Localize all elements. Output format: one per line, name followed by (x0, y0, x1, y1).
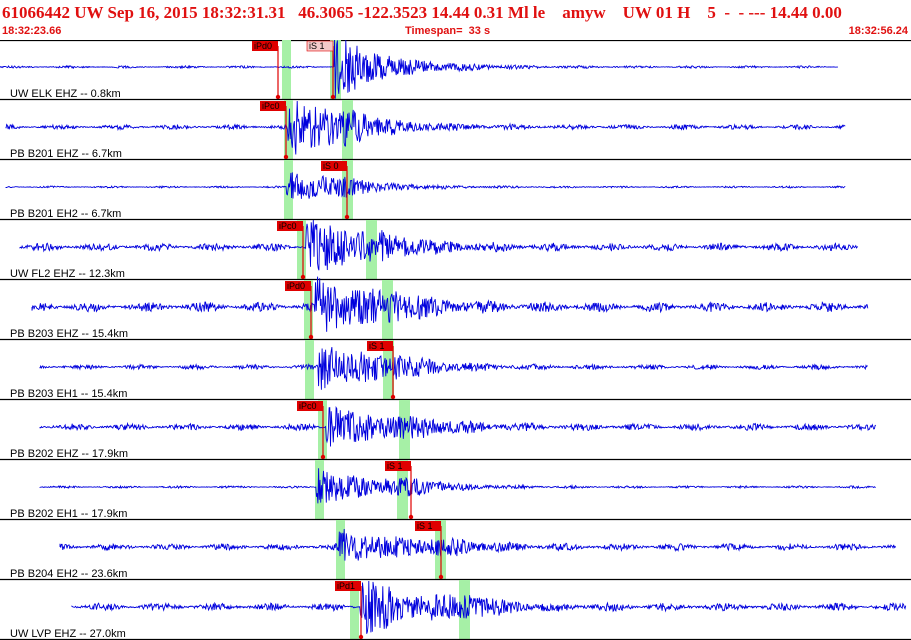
phase-pick-marker[interactable]: iPd0 (285, 281, 314, 340)
phase-pick-marker[interactable]: iS 1 (415, 521, 444, 580)
channel-label: PB B202 EH1 -- 17.9km (10, 508, 127, 520)
phase-pick-marker[interactable]: iS 1 (306, 40, 336, 100)
waveform-trace (5, 100, 846, 155)
p-arrival-window (297, 220, 306, 280)
pick-tag-label: iPc0 (262, 101, 280, 111)
waveform-trace (0, 40, 839, 99)
waveform-trace (19, 219, 859, 271)
phase-pick-marker[interactable]: iS 1 (385, 461, 414, 520)
header-bar: 61066442 UW Sep 16, 2015 18:32:31.31 46.… (0, 0, 911, 40)
pick-tag-label: iPd0 (287, 281, 305, 291)
s-arrival-window (399, 400, 410, 460)
phase-pick-marker[interactable]: iS 1 (367, 341, 396, 400)
p-arrival-window (284, 160, 293, 220)
p-arrival-window (304, 280, 313, 340)
channel-row[interactable]: iS 0 PB B201 EH2 -- 6.7km (0, 160, 911, 221)
phase-pick-marker[interactable]: iPc0 (277, 221, 306, 280)
pick-tag-label: iS 1 (417, 521, 433, 531)
waveform-trace (39, 406, 877, 447)
channel-row[interactable]: iS 1 PB B204 EH2 -- 23.6km (0, 520, 911, 581)
channel-row[interactable]: iPd0 PB B203 EHZ -- 15.4km (0, 276, 911, 341)
phase-pick-marker[interactable]: iPd0 (252, 41, 281, 100)
channel-label: PB B204 EH2 -- 23.6km (10, 568, 127, 580)
channel-row[interactable]: iPd1 UW LVP EHZ -- 27.0km (0, 580, 911, 640)
pick-tag-label: iPd0 (254, 41, 272, 51)
waveform-trace (39, 347, 868, 390)
end-time-label: 18:32:56.24 (848, 25, 908, 37)
p-arrival-window (282, 40, 291, 100)
s-arrival-window (397, 460, 408, 520)
pick-tag-label: iPc0 (299, 401, 317, 411)
waveform-trace (39, 468, 876, 504)
channel-row[interactable]: iPd0 iS 1 UW ELK EHZ -- 0.8km (0, 40, 911, 101)
timespan-label: Timespan= 33 s (405, 25, 491, 37)
channel-label: PB B203 EHZ -- 15.4km (10, 328, 128, 340)
phase-pick-marker[interactable]: iPc0 (260, 101, 289, 160)
pick-tag-label: iS 1 (387, 461, 403, 471)
pick-tag-label: iS 1 (309, 41, 325, 51)
pick-tag-label: iS 0 (323, 161, 339, 171)
start-time-label: 18:32:23.66 (2, 25, 62, 37)
seismogram-panel[interactable]: iPd0 iS 1 UW ELK EHZ -- 0.8km iPc0 PB B201 E… (0, 40, 911, 640)
channel-label: PB B203 EH1 -- 15.4km (10, 388, 127, 400)
channel-label: PB B202 EHZ -- 17.9km (10, 448, 128, 460)
channel-row[interactable]: iPc0 UW FL2 EHZ -- 12.3km (0, 219, 911, 281)
waveform-trace (31, 276, 869, 332)
channel-label: UW FL2 EHZ -- 12.3km (10, 268, 125, 280)
waveform-trace (5, 172, 846, 199)
channel-row[interactable]: iS 1 PB B202 EH1 -- 17.9km (0, 460, 911, 521)
pick-tag-label: iPc0 (279, 221, 297, 231)
channel-label: PB B201 EH2 -- 6.7km (10, 208, 121, 220)
channel-row[interactable]: iPc0 PB B201 EHZ -- 6.7km (0, 100, 911, 161)
s-arrival-window (383, 340, 394, 400)
waveform-trace (59, 528, 897, 561)
event-summary-title: 61066442 UW Sep 16, 2015 18:32:31.31 46.… (2, 3, 842, 22)
p-arrival-window (350, 580, 359, 640)
s-arrival-window (382, 280, 393, 340)
channel-label: UW LVP EHZ -- 27.0km (10, 628, 126, 640)
phase-pick-marker[interactable]: iS 0 (321, 161, 350, 220)
phase-pick-marker[interactable]: iPc0 (297, 401, 326, 460)
s-arrival-window (330, 40, 341, 100)
pick-tag-label: iS 1 (369, 341, 385, 351)
p-arrival-window (305, 340, 314, 400)
pick-tag-label: iPd1 (337, 581, 355, 591)
phase-pick-marker[interactable]: iPd1 (335, 581, 364, 640)
waveform-trace (71, 580, 907, 634)
channel-label: UW ELK EHZ -- 0.8km (10, 88, 121, 100)
channel-row[interactable]: iPc0 PB B202 EHZ -- 17.9km (0, 400, 911, 461)
channel-label: PB B201 EHZ -- 6.7km (10, 148, 122, 160)
channel-row[interactable]: iS 1 PB B203 EH1 -- 15.4km (0, 340, 911, 401)
